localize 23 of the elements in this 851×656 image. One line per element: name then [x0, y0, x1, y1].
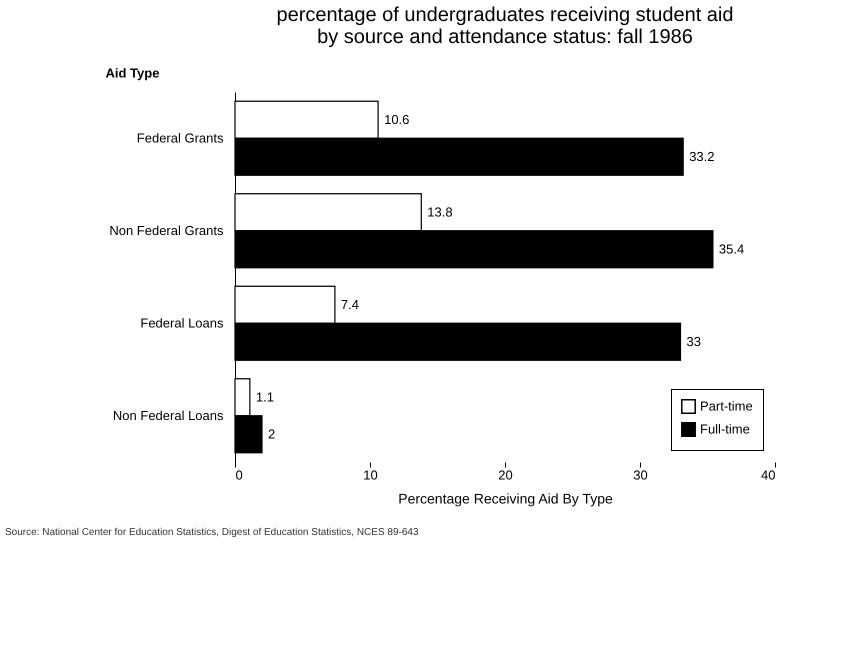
x-tick-label: 40 — [761, 468, 776, 482]
y-tick-label: Federal Grants — [136, 130, 224, 146]
y-tick-label: Federal Loans — [140, 315, 224, 330]
chart-title: percentage of undergraduates receiving student aid by source and attendance status: fall 1986 — [276, 4, 734, 48]
data-label: 7.4 — [340, 296, 359, 312]
data-label: 2 — [268, 426, 276, 442]
x-axis-title: Percentage Receiving Aid By Type — [398, 490, 613, 506]
y-tick-label: Non Federal Grants — [109, 222, 224, 238]
legend-label: Part-time — [700, 398, 753, 414]
x-tick-label: 10 — [363, 468, 378, 482]
data-label: 33 — [686, 334, 701, 349]
data-label: 13.8 — [427, 204, 453, 220]
data-label: 1.1 — [256, 389, 274, 404]
x-tick-label: 0 — [236, 468, 243, 482]
data-label: 35.4 — [718, 241, 744, 256]
legend-label: Full-time — [700, 422, 750, 436]
y-axis-title: Aid Type — [106, 66, 160, 80]
x-tick-label: 30 — [633, 468, 648, 482]
source-note: Source: National Center for Education Statistics, Digest of Education Statistics, NCES 89-643 — [5, 527, 419, 538]
data-label: 33.2 — [689, 148, 715, 164]
data-label: 10.6 — [384, 112, 410, 127]
x-tick-label: 20 — [498, 468, 513, 482]
y-tick-label: Non Federal Loans — [112, 408, 224, 423]
